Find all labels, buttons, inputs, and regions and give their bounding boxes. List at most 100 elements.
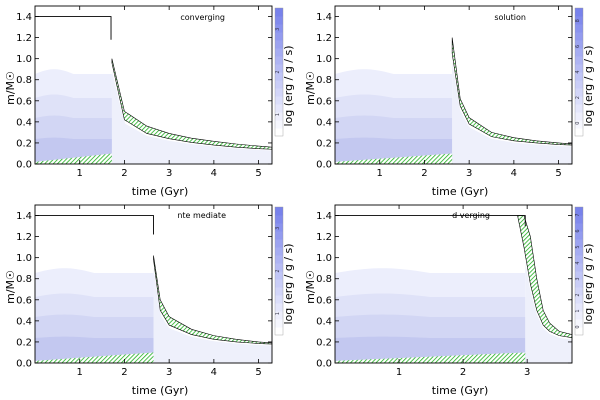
y-tick-label: 0.0 bbox=[16, 160, 32, 171]
colorbar-segment bbox=[275, 104, 283, 113]
y-axis-label: m/M☉ bbox=[304, 270, 317, 304]
y-tick-label: 0.0 bbox=[316, 160, 332, 171]
colorbar-segment bbox=[275, 255, 283, 264]
colorbar-frame bbox=[274, 206, 284, 336]
colorbar-segment bbox=[575, 104, 583, 113]
plot-frame bbox=[34, 5, 273, 165]
colorbar-segment bbox=[575, 40, 583, 49]
panel-title: converging bbox=[180, 13, 225, 22]
colorbar-frame bbox=[274, 7, 284, 137]
post-transition-zone bbox=[153, 268, 272, 363]
burning-shell-band bbox=[451, 37, 572, 146]
colorbar-tick-label: 4 bbox=[575, 261, 581, 264]
y-tick-label: 1.2 bbox=[316, 33, 332, 44]
x-tick-label: 1 bbox=[377, 168, 383, 179]
y-tick-label: 1.2 bbox=[16, 232, 32, 243]
panel-diverging: d verging time (Gyr) m/M☉ log (erg / g /… bbox=[304, 204, 595, 397]
x-tick-label: 1 bbox=[77, 168, 83, 179]
colorbar-segment bbox=[275, 64, 283, 73]
colorbar-segment bbox=[275, 96, 283, 105]
colorbar-segment bbox=[275, 319, 283, 328]
colorbar-segment bbox=[275, 271, 283, 280]
colorbar-tick-label: 2 bbox=[575, 96, 581, 99]
x-axis-label: time (Gyr) bbox=[432, 384, 489, 397]
x-tick-label: 3 bbox=[166, 168, 172, 179]
y-tick-label: 0.0 bbox=[316, 359, 332, 370]
plot-area bbox=[35, 215, 272, 363]
y-tick-label: 0.4 bbox=[16, 316, 32, 327]
colorbar-segment bbox=[275, 207, 283, 216]
colorbar-segment bbox=[275, 263, 283, 272]
colorbar-segment bbox=[575, 279, 583, 288]
x-tick-label: 4 bbox=[211, 367, 217, 378]
core-burning-hatch bbox=[335, 352, 526, 363]
colorbar-segment bbox=[275, 239, 283, 248]
x-tick-label: 5 bbox=[255, 168, 261, 179]
colorbar-segment bbox=[575, 295, 583, 304]
colorbar-segment bbox=[275, 128, 283, 137]
burning-shell-band bbox=[153, 255, 272, 345]
colorbar-segment bbox=[575, 263, 583, 272]
y-tick-label: 1.0 bbox=[316, 253, 332, 264]
colorbar-segment bbox=[275, 327, 283, 336]
colorbar-tick-label: 3 bbox=[275, 28, 281, 31]
y-tick-label: 0.4 bbox=[316, 316, 332, 327]
y-tick-label: 0.6 bbox=[316, 295, 332, 306]
colorbar-segment bbox=[575, 120, 583, 129]
panel-title: d verging bbox=[452, 211, 490, 220]
y-tick-label: 0.4 bbox=[316, 117, 332, 128]
y-tick-label: 0.6 bbox=[16, 96, 32, 107]
y-axis-label: m/M☉ bbox=[4, 71, 17, 105]
colorbar-segment bbox=[575, 8, 583, 17]
colorbar-segment bbox=[275, 88, 283, 97]
colorbar-segment bbox=[275, 32, 283, 41]
burning-shell-band bbox=[111, 58, 272, 150]
colorbar-tick-label: 5 bbox=[575, 245, 581, 248]
colorbar-segment bbox=[575, 96, 583, 105]
y-tick-label: 0.2 bbox=[316, 337, 332, 348]
x-tick-label: 5 bbox=[255, 367, 261, 378]
colorbar-segment bbox=[575, 231, 583, 240]
colorbar-segment bbox=[575, 247, 583, 256]
colorbar-segment bbox=[275, 16, 283, 25]
colorbar-tick-label: 6 bbox=[575, 45, 581, 48]
colorbar-segment bbox=[275, 311, 283, 320]
colorbar-segment bbox=[575, 32, 583, 41]
colorbar-segment bbox=[275, 279, 283, 288]
y-tick-label: 0.4 bbox=[16, 117, 32, 128]
colorbar-tick-label: 1 bbox=[275, 312, 281, 315]
colorbar-segment bbox=[575, 223, 583, 232]
y-axis-label: m/M☉ bbox=[4, 270, 17, 304]
y-tick-label: 0.8 bbox=[316, 274, 332, 285]
y-tick-label: 1.2 bbox=[316, 232, 332, 243]
colorbar-segment bbox=[575, 112, 583, 121]
colorbar-segment bbox=[575, 255, 583, 264]
panel-converging: converging time (Gyr) m/M☉ log (erg / g … bbox=[4, 5, 295, 198]
colorbar-frame bbox=[574, 206, 584, 336]
plot-area bbox=[35, 16, 272, 164]
colorbar-tick-label: 2 bbox=[275, 70, 281, 73]
y-tick-label: 0.2 bbox=[316, 138, 332, 149]
burning-shell-band bbox=[517, 215, 572, 339]
y-tick-label: 1.4 bbox=[316, 12, 332, 23]
colorbar-segment bbox=[575, 48, 583, 57]
colorbar-frame bbox=[574, 7, 584, 137]
colorbar-label: log (erg / g / s) bbox=[282, 243, 295, 324]
y-tick-label: 0.2 bbox=[16, 138, 32, 149]
x-tick-label: 2 bbox=[460, 367, 466, 378]
y-axis-label: m/M☉ bbox=[304, 71, 317, 105]
colorbar-segment bbox=[575, 64, 583, 73]
total-mass-line bbox=[35, 215, 154, 235]
x-axis-label: time (Gyr) bbox=[132, 185, 189, 198]
colorbar-tick-label: 7 bbox=[575, 213, 581, 216]
plot-area bbox=[335, 37, 572, 164]
plot-frame bbox=[334, 204, 573, 364]
y-tick-label: 0.8 bbox=[16, 274, 32, 285]
y-tick-label: 1.4 bbox=[16, 12, 32, 23]
colorbar-tick-label: 6 bbox=[575, 229, 581, 232]
panel-title: solution bbox=[494, 13, 526, 22]
x-tick-label: 1 bbox=[396, 367, 402, 378]
colorbar-label: log (erg / g / s) bbox=[282, 45, 295, 126]
y-tick-label: 0.8 bbox=[16, 75, 32, 86]
